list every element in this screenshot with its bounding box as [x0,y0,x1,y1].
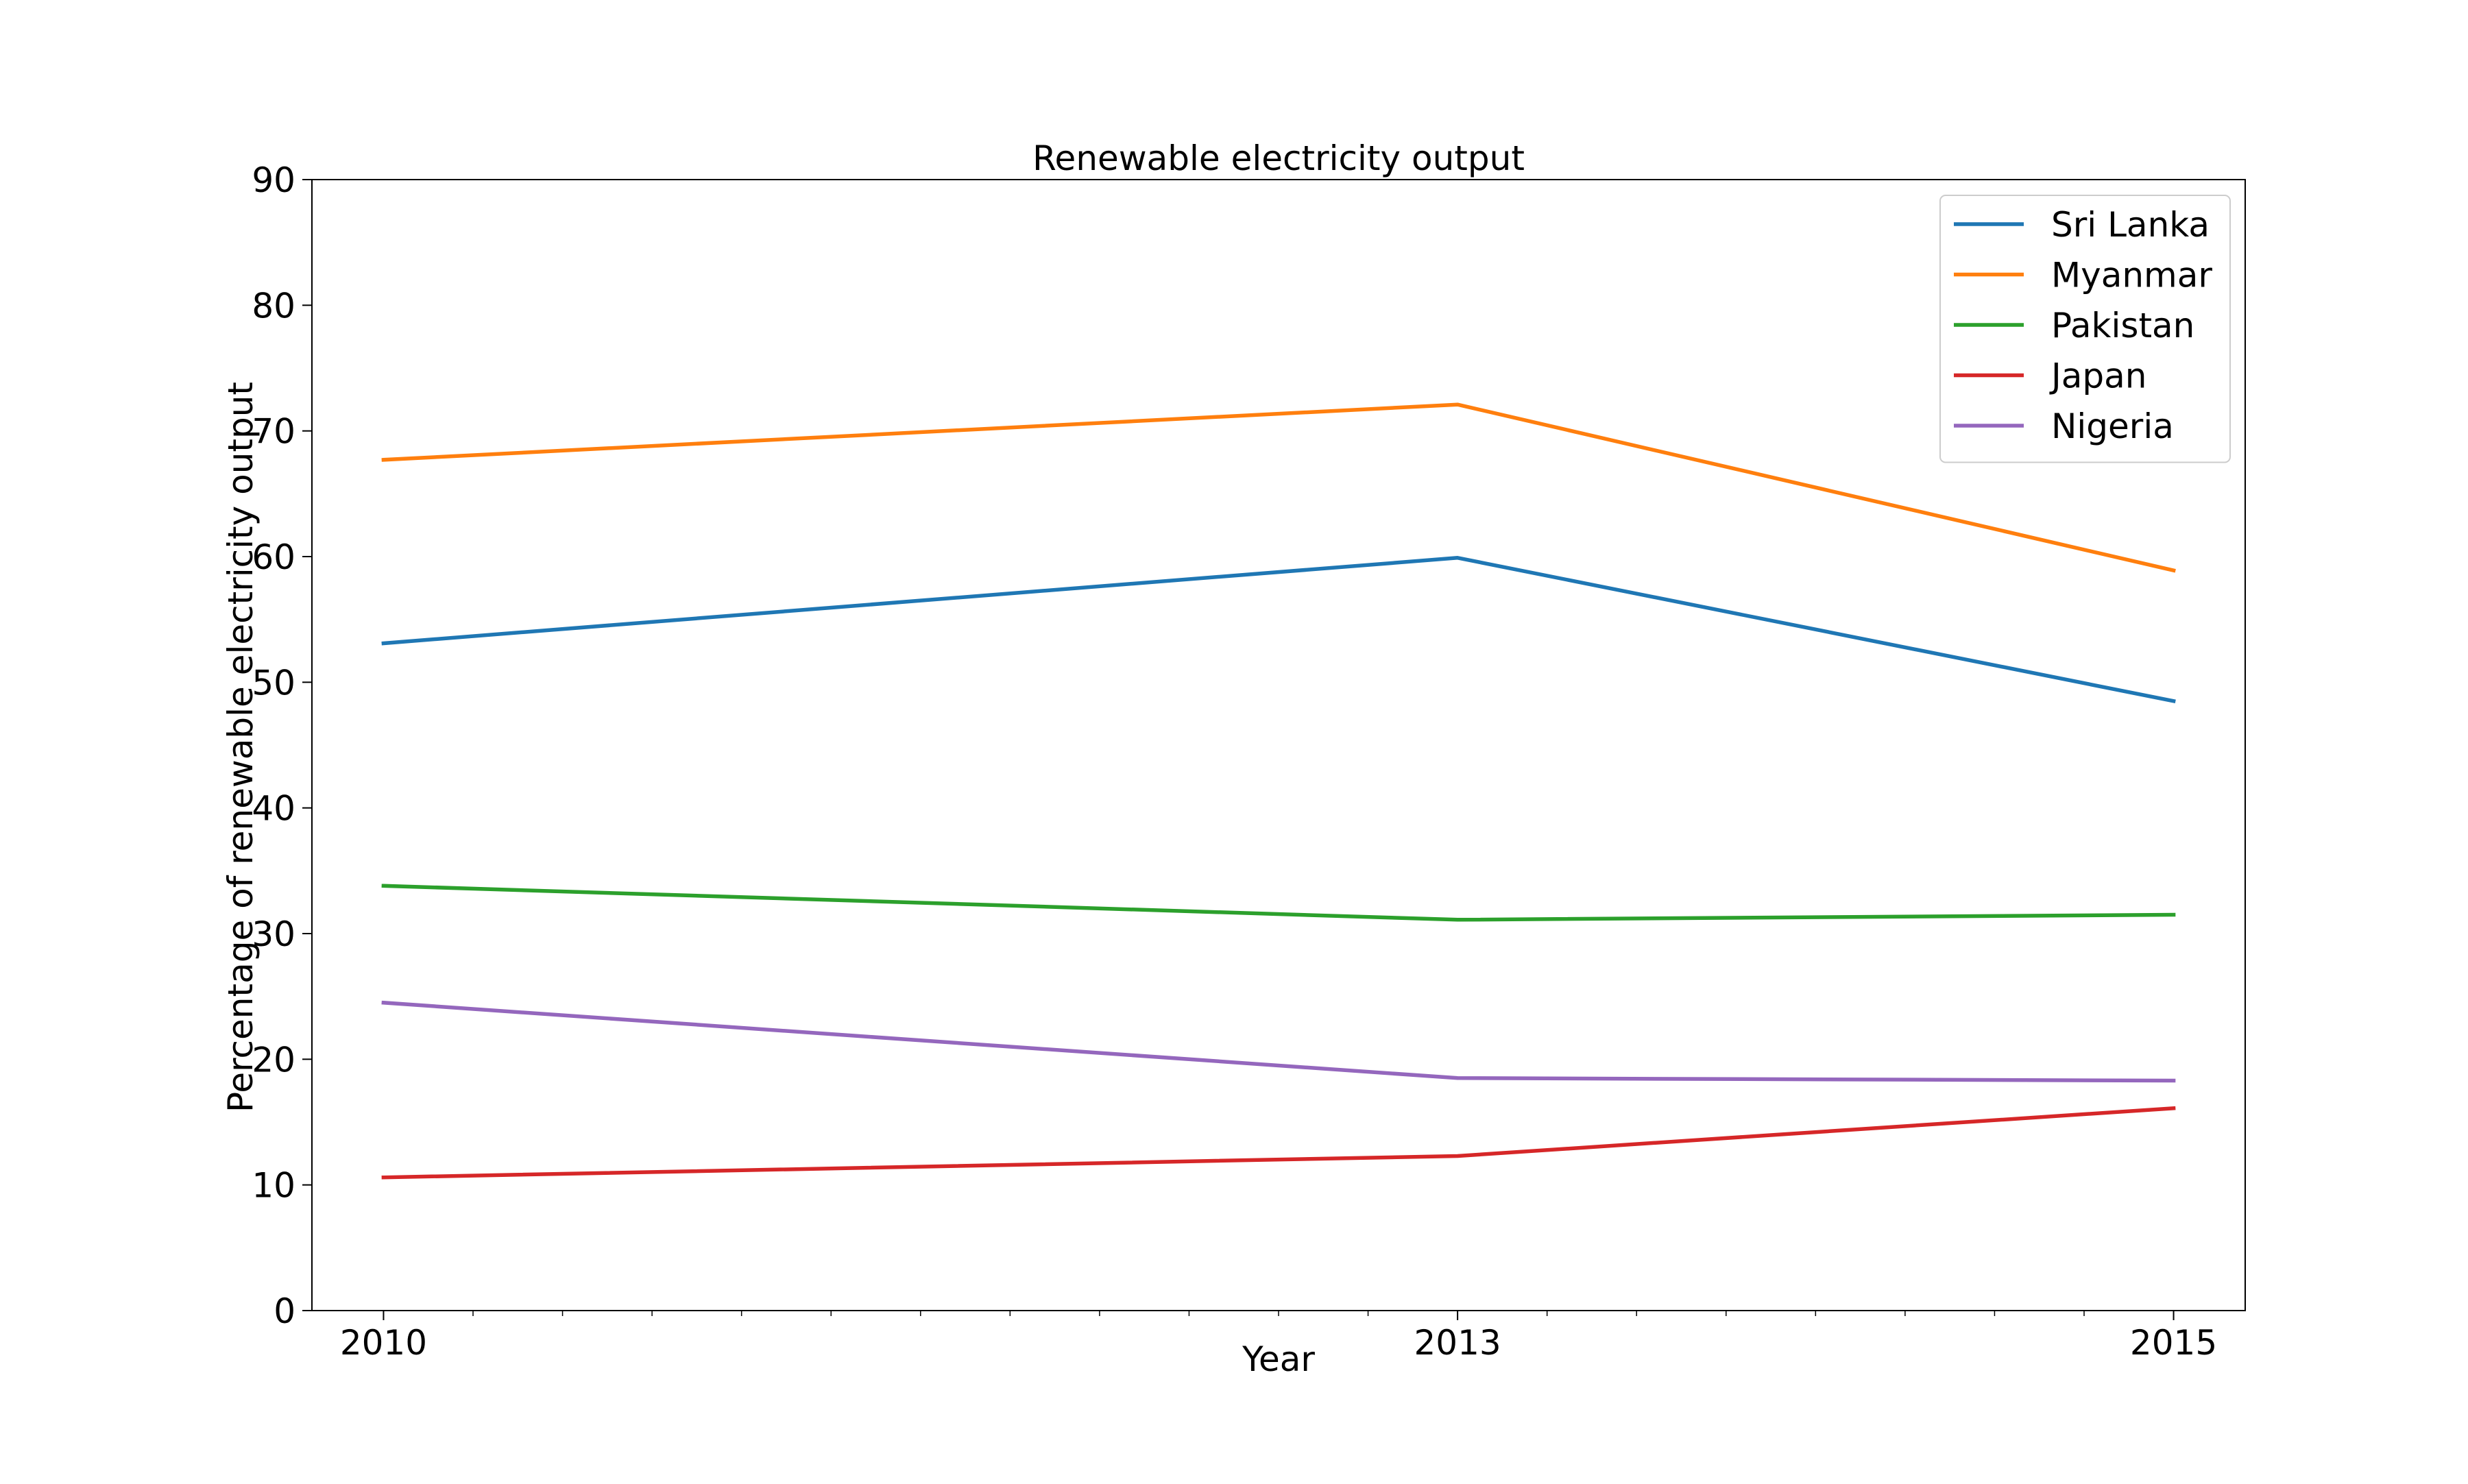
series-line-myanmar [381,402,2176,573]
legend-label-pakistan: Pakistan [2051,306,2194,345]
x-axis-label: Year [1242,1339,1315,1379]
y-tick-label: 10 [252,1166,295,1206]
series-line-japan [381,1106,2176,1180]
legend: Sri Lanka Myanmar Pakistan Japan Nigeria [1939,195,2231,463]
y-tick-label: 40 [252,789,295,829]
y-tick-label: 70 [252,412,295,452]
series-line-nigeria [381,1000,2176,1083]
y-tick-label: 50 [252,663,295,703]
legend-label-nigeria: Nigeria [2051,406,2174,446]
y-tick-label: 20 [252,1040,295,1080]
y-tick-label: 60 [252,537,295,577]
series-line-sri-lanka [381,556,2176,704]
y-tick-label: 80 [252,286,295,326]
y-tick-label: 0 [274,1291,295,1331]
legend-box [1939,195,2231,463]
legend-label-myanmar: Myanmar [2051,256,2212,295]
legend-label-japan: Japan [2049,356,2146,396]
legend-label-sri-lanka: Sri Lanka [2051,205,2210,245]
x-tick-label: 2013 [1414,1323,1501,1363]
axes-frame [311,179,2246,1311]
y-tick-label: 30 [252,914,295,954]
x-tick-label: 2015 [2130,1323,2217,1363]
series-line-pakistan [381,884,2176,922]
plot-area: 0 10 20 30 40 50 60 70 80 90 2010 2013 2015 [252,160,2246,1363]
x-tick-label: 2010 [340,1323,427,1363]
chart-title: Renewable electricity output [1032,138,1525,178]
y-axis-label: Percentage of renewable electricity outp… [221,382,261,1112]
y-tick-label: 90 [252,160,295,200]
